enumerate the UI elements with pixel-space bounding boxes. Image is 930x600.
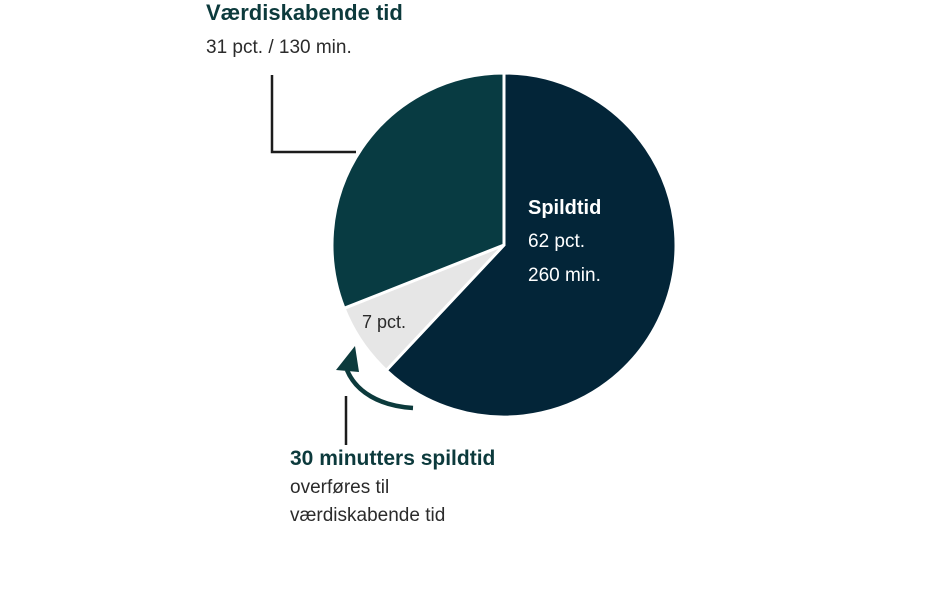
transfer-arrow	[344, 369, 414, 411]
transfer-percent: 7 pct.	[362, 312, 407, 332]
transfer-arrowhead	[336, 346, 359, 372]
transfer-line-1: overføres til	[290, 477, 390, 498]
pie-slice-0	[384, 71, 678, 419]
value-added-value: 31 pct. / 130 min.	[206, 37, 352, 58]
value-added-title: Værdiskabende tid	[206, 0, 403, 25]
waste-title: Spildtid	[528, 197, 602, 219]
value-added-leader-line	[270, 75, 356, 154]
waste-minutes: 260 min.	[528, 265, 601, 286]
pie-slice-2	[330, 71, 506, 310]
waste-percent: 62 pct.	[528, 231, 586, 252]
transfer-line-2: værdiskabende tid	[290, 505, 446, 526]
transfer-title: 30 minutters spildtid	[290, 447, 496, 470]
